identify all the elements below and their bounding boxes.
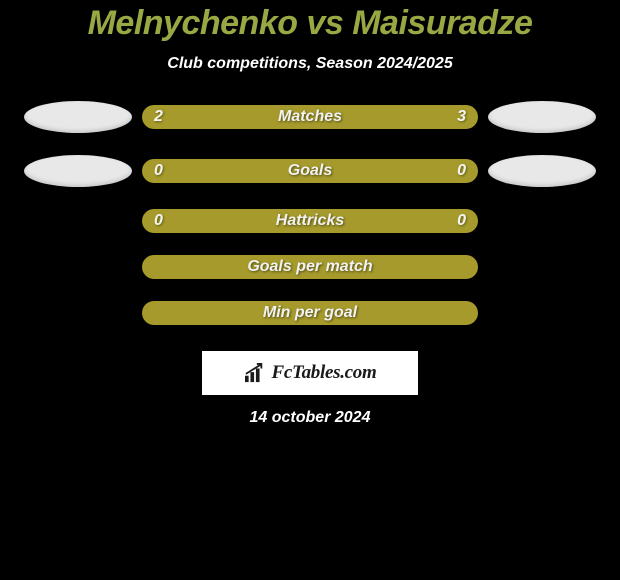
player-right-badge bbox=[488, 155, 596, 187]
stat-bar: 2 3 Matches bbox=[142, 105, 478, 129]
stat-value-right: 0 bbox=[457, 212, 466, 230]
player-left-badge bbox=[24, 101, 132, 133]
watermark: FcTables.com bbox=[202, 351, 418, 395]
bar-fill-left bbox=[142, 159, 310, 183]
stat-label: Goals bbox=[288, 162, 332, 180]
stat-bar: Goals per match bbox=[142, 255, 478, 279]
stat-label: Hattricks bbox=[276, 212, 344, 230]
page-title: Melnychenko vs Maisuradze bbox=[88, 4, 533, 43]
stat-row: 0 0 Hattricks bbox=[18, 209, 602, 233]
stat-bar: 0 0 Goals bbox=[142, 159, 478, 183]
bar-fill-right bbox=[310, 159, 478, 183]
page-subtitle: Club competitions, Season 2024/2025 bbox=[167, 55, 452, 73]
stat-label: Min per goal bbox=[263, 304, 357, 322]
stat-label: Matches bbox=[278, 108, 342, 126]
watermark-text: FcTables.com bbox=[272, 362, 377, 384]
stat-row: Min per goal bbox=[18, 301, 602, 325]
bars-wrap: 2 3 Matches 0 0 Goals 0 0 Hattricks Goals per mat… bbox=[18, 101, 602, 347]
stat-value-left: 0 bbox=[154, 162, 163, 180]
stat-row: 2 3 Matches bbox=[18, 101, 602, 133]
player-left-badge bbox=[24, 155, 132, 187]
stat-row: 0 0 Goals bbox=[18, 155, 602, 187]
stat-value-right: 3 bbox=[457, 108, 466, 126]
stat-row: Goals per match bbox=[18, 255, 602, 279]
bars-arrow-icon bbox=[244, 363, 266, 383]
stat-value-left: 0 bbox=[154, 212, 163, 230]
date-label: 14 october 2024 bbox=[250, 409, 371, 427]
stat-bar: Min per goal bbox=[142, 301, 478, 325]
stat-bar: 0 0 Hattricks bbox=[142, 209, 478, 233]
stat-label: Goals per match bbox=[247, 258, 372, 276]
stat-value-right: 0 bbox=[457, 162, 466, 180]
stat-value-left: 2 bbox=[154, 108, 163, 126]
comparison-infographic: Melnychenko vs Maisuradze Club competiti… bbox=[0, 0, 620, 427]
player-right-badge bbox=[488, 101, 596, 133]
